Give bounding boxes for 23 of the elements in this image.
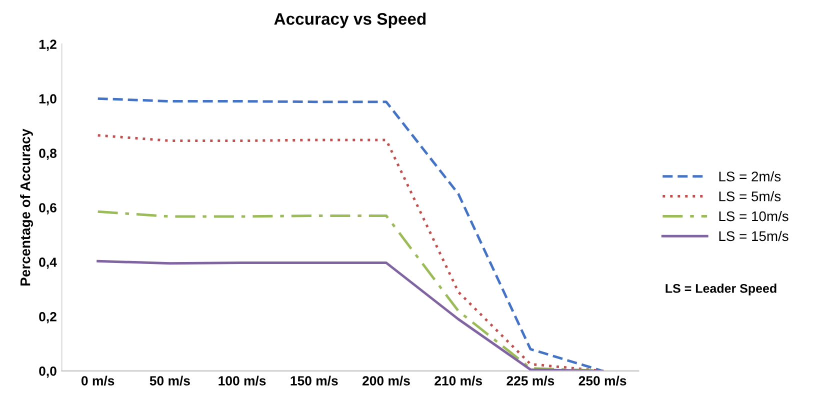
x-tick-label: 210 m/s — [434, 376, 482, 386]
y-tick-label: 0,8 — [39, 148, 57, 160]
legend-label: LS = 10m/s — [719, 210, 788, 222]
chart-title: Accuracy vs Speed — [274, 12, 426, 28]
legend-label: LS = 15m/s — [719, 230, 788, 242]
x-tick-label: 50 m/s — [150, 376, 190, 386]
y-tick-label: 1,0 — [39, 94, 56, 106]
x-tick-label: 200 m/s — [362, 376, 410, 386]
x-tick-label: 225 m/s — [506, 376, 554, 386]
legend-label: LS = 2m/s — [719, 171, 781, 182]
x-tick-label: 0 m/s — [82, 376, 114, 386]
y-tick-label: 0,2 — [39, 312, 56, 324]
text: LS = Leader Speed — [666, 284, 776, 296]
x-tick-label: 250 m/s — [578, 376, 626, 386]
line-series — [96, 260, 604, 371]
x-tick-label: 150 m/s — [290, 376, 338, 386]
y-tick-label: 0,4 — [39, 258, 57, 269]
y-tick-label: 0,0 — [39, 366, 56, 378]
y-tick-label: 1,2 — [39, 40, 56, 51]
x-tick-label: 100 m/s — [218, 376, 266, 386]
y-tick-label: 0,6 — [39, 203, 56, 214]
legend-label: LS = 5m/s — [719, 191, 781, 202]
y-axis-title: Percentage of Accuracy — [20, 128, 34, 286]
